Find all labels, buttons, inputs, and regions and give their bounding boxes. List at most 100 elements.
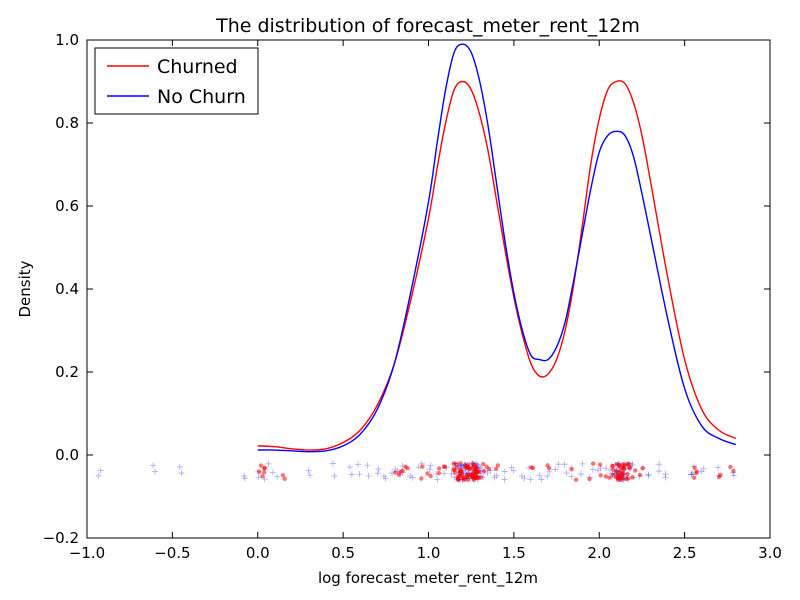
rug-mark-churned: [590, 461, 596, 466]
legend: Churned No Churn: [94, 47, 259, 115]
x-tick-label: 1.0: [417, 544, 441, 562]
rug-mark-no-churn: [579, 460, 586, 467]
rug-mark-no-churn: [508, 464, 515, 471]
rug-mark-churned: [569, 467, 574, 472]
rug-mark-churned: [607, 475, 612, 480]
axis-ticks: −1.0 −0.5 0.0 0.5 1.0 1.5 2.0 2.5 3.0 −0.2 0.0 0.2 0…: [43, 31, 782, 562]
rug-mark-churned: [614, 462, 620, 467]
rug-mark-no-churn: [578, 471, 585, 478]
rug-mark-churned: [637, 472, 643, 478]
x-tick-label: 1.5: [502, 544, 526, 562]
rug-mark-no-churn: [441, 470, 448, 477]
chart-title: The distribution of forecast_meter_rent_…: [215, 15, 640, 37]
rug-mark-churned: [624, 476, 629, 481]
y-tick-label: 0.6: [55, 197, 79, 215]
x-axis-label: log forecast_meter_rent_12m: [318, 569, 538, 588]
rug-mark-churned: [400, 468, 405, 473]
rug-mark-no-churn: [355, 461, 362, 468]
rug-mark-no-churn: [645, 471, 652, 478]
legend-box: [94, 47, 259, 115]
rug-mark-no-churn: [510, 467, 517, 474]
rug-mark-churned: [458, 461, 463, 466]
rug-mark-churned: [597, 462, 603, 467]
rug-mark-churned: [455, 477, 460, 482]
rug-mark-churned: [428, 473, 433, 479]
rug-mark-no-churn: [700, 465, 707, 472]
rug-mark-churned: [587, 476, 592, 482]
rug-mark-churned: [481, 461, 486, 467]
rug-mark-churned: [610, 472, 615, 477]
rug-mark-churned: [282, 476, 287, 481]
rug-mark-churned: [466, 464, 471, 470]
rug-mark-churned: [481, 468, 487, 474]
rug-mark-churned: [626, 462, 631, 467]
rug-mark-no-churn: [356, 471, 363, 478]
rug-mark-no-churn: [493, 472, 500, 479]
legend-label-churned: Churned: [157, 56, 238, 78]
rug-mark-churned: [627, 466, 632, 471]
rug-mark-no-churn: [265, 460, 272, 467]
rug-mark-churned: [460, 472, 465, 477]
x-tick-label: 3.0: [758, 544, 782, 562]
rug-mark-no-churn: [563, 470, 570, 477]
x-tick-label: −0.5: [154, 544, 190, 562]
rug-mark-no-churn: [715, 464, 722, 471]
rug-mark-no-churn: [409, 474, 416, 481]
rug-mark-no-churn: [241, 475, 248, 482]
rug-mark-churned: [469, 475, 475, 480]
rug-mark-no-churn: [688, 471, 695, 478]
rug-mark-no-churn: [176, 463, 183, 470]
rug-mark-churned: [436, 466, 442, 471]
rug-mark-churned: [262, 470, 267, 475]
rug-mark-churned: [691, 475, 697, 480]
rug-mark-no-churn: [527, 476, 534, 483]
rug-mark-churned: [459, 468, 464, 473]
rug-mark-churned: [603, 474, 608, 479]
rug-mark-no-churn: [274, 473, 281, 480]
rug-mark-churned: [256, 469, 262, 474]
x-tick-label: −1.0: [69, 544, 105, 562]
y-tick-label: 0.8: [55, 114, 79, 132]
density-line-churned: [257, 80, 737, 451]
rug-mark-churned: [420, 464, 425, 469]
rug-mark-churned: [465, 472, 470, 477]
rug-mark-no-churn: [407, 472, 414, 479]
rug-mark-no-churn: [365, 472, 372, 479]
y-tick-label: −0.2: [43, 529, 79, 547]
rug-mark-no-churn: [595, 467, 602, 474]
rug-mark-no-churn: [538, 476, 545, 483]
rug-mark-churned: [598, 473, 603, 478]
rug-mark-no-churn: [261, 476, 268, 483]
y-tick-label: 1.0: [55, 31, 79, 49]
rug-mark-no-churn: [698, 468, 705, 475]
rug-mark-churned: [630, 475, 635, 480]
rug-mark-no-churn: [544, 473, 551, 480]
y-tick-label: 0.4: [55, 280, 79, 298]
rug-mark-no-churn: [501, 476, 508, 483]
rug-mark-churned: [419, 476, 424, 481]
rug-mark-no-churn: [150, 462, 157, 469]
rug-mark-churned: [616, 470, 621, 476]
rug-mark-no-churn: [152, 468, 159, 475]
rug-mark-no-churn: [568, 473, 575, 480]
rug-layer: [95, 460, 737, 483]
rug-mark-no-churn: [269, 469, 276, 476]
y-tick-label: 0.2: [55, 363, 79, 381]
rug-mark-churned: [731, 468, 736, 474]
rug-mark-churned: [495, 463, 501, 468]
rug-mark-churned: [694, 470, 699, 476]
rug-mark-churned: [441, 464, 447, 469]
rug-mark-churned: [452, 470, 458, 475]
rug-mark-churned: [692, 465, 697, 470]
rug-mark-no-churn: [178, 470, 185, 477]
density-lines: [257, 43, 737, 453]
y-tick-label: 0.0: [55, 446, 79, 464]
rug-mark-no-churn: [97, 467, 104, 474]
rug-mark-no-churn: [662, 471, 669, 478]
rug-mark-churned: [640, 465, 645, 471]
rug-mark-no-churn: [426, 466, 433, 473]
rug-mark-churned: [530, 465, 536, 471]
rug-mark-no-churn: [382, 475, 389, 482]
rug-mark-no-churn: [555, 461, 562, 468]
rug-mark-no-churn: [561, 461, 568, 468]
